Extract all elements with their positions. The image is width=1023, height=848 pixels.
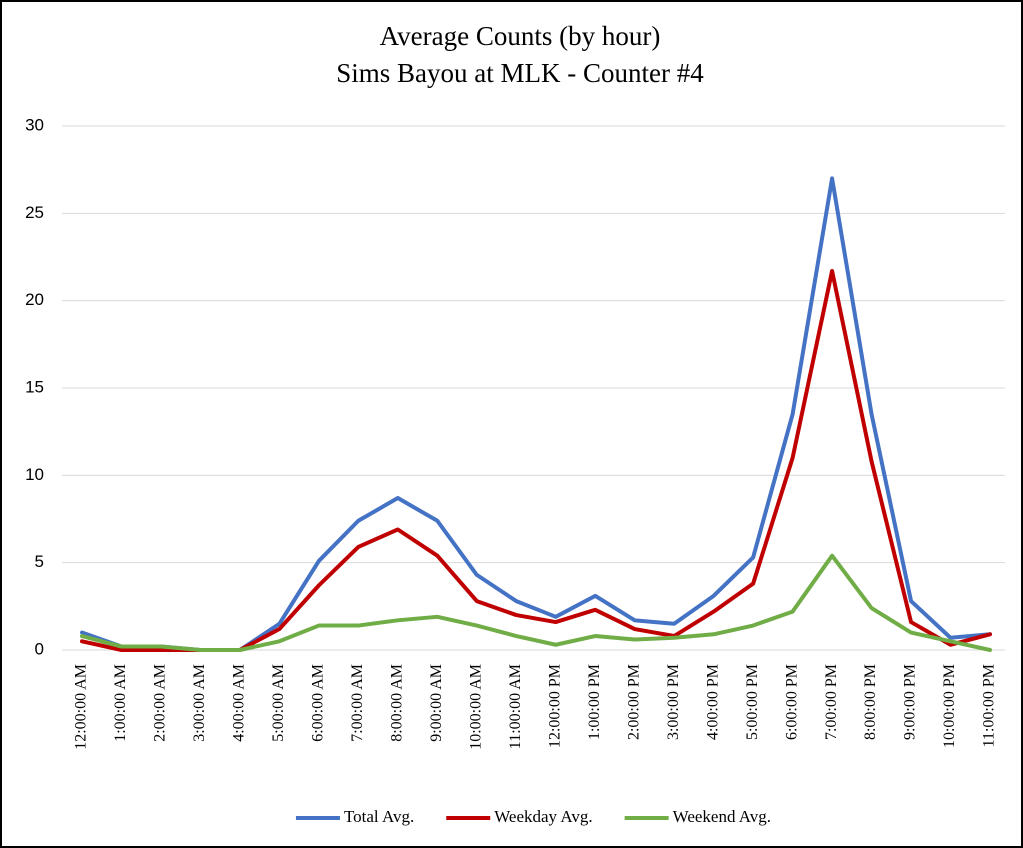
x-tick-label: 8:00:00 PM — [862, 664, 879, 740]
x-tick-label: 5:00:00 AM — [270, 664, 287, 742]
y-tick-label: 5 — [35, 552, 44, 571]
x-tick-label: 7:00:00 AM — [349, 664, 366, 742]
x-tick-label: 3:00:00 AM — [191, 664, 208, 742]
x-tick-label: 2:00:00 AM — [152, 664, 169, 742]
x-tick-label: 4:00:00 AM — [231, 664, 248, 742]
y-tick-label: 0 — [35, 639, 44, 658]
x-tick-label: 12:00:00 PM — [546, 664, 563, 748]
x-tick-label: 4:00:00 PM — [704, 664, 721, 740]
x-tick-label: 7:00:00 PM — [823, 664, 840, 740]
legend: Total Avg. Weekday Avg. Weekend Avg. — [295, 807, 771, 826]
x-tick-label: 10:00:00 PM — [941, 664, 958, 748]
x-tick-label: 8:00:00 AM — [388, 664, 405, 742]
y-tick-label: 20 — [25, 290, 44, 309]
x-tick-label: 1:00:00 PM — [586, 664, 603, 740]
y-tick-label: 15 — [25, 377, 44, 396]
y-tick-label: 10 — [25, 465, 44, 484]
chart-title: Average Counts (by hour) — [380, 21, 661, 51]
x-tick-label: 9:00:00 AM — [428, 664, 445, 742]
x-tick-label: 9:00:00 PM — [902, 664, 919, 740]
chart-subtitle: Sims Bayou at MLK - Counter #4 — [336, 58, 704, 88]
x-tick-label: 1:00:00 AM — [112, 664, 129, 742]
x-tick-label: 3:00:00 PM — [665, 664, 682, 740]
y-tick-label: 30 — [25, 115, 44, 134]
x-tick-label: 6:00:00 AM — [310, 664, 327, 742]
x-tick-label: 10:00:00 AM — [467, 664, 484, 750]
y-tick-label: 25 — [25, 203, 44, 222]
x-tick-label: 5:00:00 PM — [744, 664, 761, 740]
x-tick-label: 6:00:00 PM — [783, 664, 800, 740]
legend-label: Total Avg. — [344, 807, 414, 826]
line-series — [80, 553, 992, 652]
legend-label: Weekday Avg. — [494, 807, 592, 826]
legend-label: Weekend Avg. — [673, 807, 771, 826]
x-tick-label: 11:00:00 PM — [981, 664, 998, 747]
x-tick-label: 11:00:00 AM — [507, 664, 524, 749]
x-tick-label: 12:00:00 AM — [73, 664, 90, 750]
x-tick-label: 2:00:00 PM — [625, 664, 642, 740]
